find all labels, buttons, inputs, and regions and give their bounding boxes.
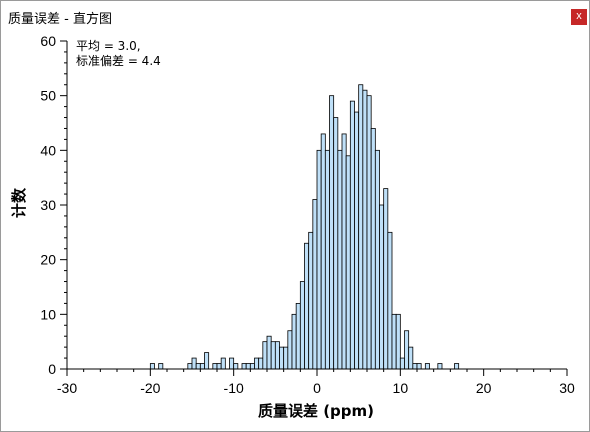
histogram-bar: [283, 346, 289, 370]
y-tick-label: 60: [40, 33, 56, 49]
histogram-bars: [149, 84, 460, 370]
histogram-bar: [374, 149, 380, 370]
histogram-bar: [408, 346, 414, 370]
y-tick-label: 50: [40, 88, 56, 104]
histogram-bar: [216, 363, 222, 370]
x-tick-label: 10: [393, 380, 409, 396]
histogram-bar: [187, 363, 193, 370]
histogram-bar: [254, 357, 260, 370]
x-tick-label: 30: [559, 380, 575, 396]
histogram-bar: [316, 149, 322, 370]
mean-annotation: 平均 = 3.0,: [76, 39, 141, 53]
histogram-bar: [387, 231, 393, 370]
histogram-bar: [149, 363, 155, 370]
histogram-bar: [233, 363, 239, 370]
histogram-bar: [341, 133, 347, 370]
histogram-bar: [391, 313, 397, 370]
histogram-bar: [329, 95, 335, 370]
histogram-bar: [291, 313, 297, 370]
y-tick-label: 30: [40, 197, 56, 213]
y-tick-label: 0: [48, 361, 56, 377]
histogram-bar: [266, 335, 272, 370]
histogram-bar: [195, 363, 201, 370]
histogram-bar: [379, 204, 385, 370]
chart-axes: 0 10 20 30 40 50 60 -30 -20 -10 0 10 20 30: [40, 33, 575, 396]
histogram-bar: [262, 341, 268, 370]
histogram-bar: [437, 363, 443, 370]
histogram-bar: [337, 149, 343, 370]
histogram-bar: [370, 128, 376, 370]
histogram-bar: [308, 231, 314, 370]
histogram-bar: [362, 89, 368, 370]
histogram-bar: [299, 281, 305, 370]
histogram-bar: [349, 100, 355, 370]
histogram-bar: [229, 357, 235, 370]
histogram-bar: [212, 363, 218, 370]
y-axis-title: 计数: [10, 187, 28, 218]
histogram-bar: [320, 133, 326, 370]
histogram-bar: [383, 188, 389, 370]
y-tick-label: 40: [40, 142, 56, 158]
histogram-bar: [295, 302, 301, 370]
histogram-bar: [399, 357, 405, 370]
histogram-bar: [358, 84, 364, 370]
title-bar[interactable]: 质量误差 - 直方图 x: [1, 1, 589, 29]
histogram-bar: [354, 111, 360, 370]
histogram-bar: [204, 352, 210, 370]
x-tick-label: -30: [57, 380, 77, 396]
histogram-bar: [366, 95, 372, 370]
histogram-bar: [279, 346, 285, 370]
stddev-annotation: 标准偏差 = 4.4: [76, 53, 161, 68]
histogram-bar: [416, 363, 422, 370]
y-tick-label: 20: [40, 252, 56, 268]
histogram-bar: [191, 357, 197, 370]
x-tick-label: -10: [224, 380, 244, 396]
histogram-bar: [258, 357, 264, 370]
histogram-bar: [304, 242, 310, 370]
histogram-bar: [333, 117, 339, 370]
x-tick-label: 0: [313, 380, 321, 396]
histogram-bar: [404, 330, 410, 370]
histogram-bar: [245, 363, 251, 370]
histogram-bar: [270, 341, 276, 370]
histogram-bar: [454, 363, 460, 370]
histogram-bar: [241, 363, 247, 370]
y-tick-label: 10: [40, 306, 56, 322]
histogram-bar: [274, 341, 280, 370]
histogram-bar: [158, 363, 164, 370]
window-title: 质量误差 - 直方图: [8, 12, 112, 27]
histogram-bar: [424, 363, 430, 370]
x-tick-label: 20: [476, 380, 492, 396]
histogram-bar: [395, 313, 401, 370]
histogram-bar: [412, 363, 418, 370]
histogram-bar: [287, 330, 293, 370]
histogram-bar: [249, 363, 255, 370]
histogram-bar: [199, 363, 205, 370]
histogram-bar: [324, 149, 330, 370]
close-button[interactable]: x: [571, 9, 587, 25]
x-tick-label: -20: [140, 380, 160, 396]
histogram-bar: [312, 199, 318, 370]
x-axis-title: 质量误差 (ppm): [258, 402, 374, 420]
histogram-bar: [220, 357, 226, 370]
histogram-bar: [345, 155, 351, 370]
